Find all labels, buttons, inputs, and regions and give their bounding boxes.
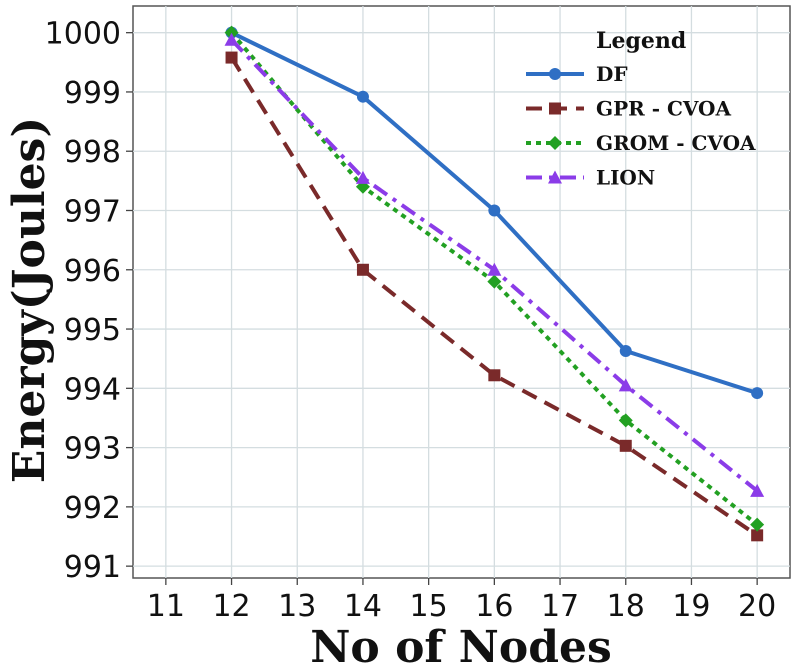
data-point-diamond (224, 25, 239, 40)
series-lion (224, 32, 765, 497)
data-point-circle (549, 68, 561, 80)
data-point-square (225, 51, 238, 64)
data-point-diamond (548, 136, 562, 150)
data-point-triangle (618, 378, 633, 392)
data-point-square (488, 369, 501, 382)
x-tick-label: 15 (410, 589, 448, 624)
data-point-circle (619, 344, 632, 357)
x-tick-label: 11 (147, 589, 185, 624)
x-tick-label: 14 (344, 589, 382, 624)
legend-label: GROM - CVOA (596, 131, 756, 155)
data-point-square (751, 529, 764, 542)
data-point-triangle (224, 32, 239, 46)
series-group (224, 25, 765, 542)
data-point-triangle (487, 262, 502, 276)
y-tick-label: 998 (64, 135, 121, 170)
legend-item: DF (526, 62, 628, 86)
legend: Legend DF GPR - CVOA GROM - CVOA LION (526, 28, 756, 190)
data-point-square (356, 263, 369, 276)
series-gpr-cvoa (225, 51, 764, 542)
x-tick-label: 17 (541, 589, 579, 624)
grid-lines (133, 6, 790, 578)
x-tick-label: 16 (475, 589, 513, 624)
y-tick-label: 991 (64, 550, 121, 585)
data-point-diamond (487, 274, 502, 289)
x-axis-title: No of Nodes (310, 622, 612, 668)
x-tick-label: 18 (607, 589, 645, 624)
legend-item: GROM - CVOA (526, 131, 756, 155)
x-tick-label: 19 (672, 589, 710, 624)
data-point-circle (356, 90, 369, 103)
data-point-triangle (355, 170, 370, 184)
x-tick-label: 13 (278, 589, 316, 624)
data-point-diamond (618, 413, 633, 428)
y-tick-label: 992 (64, 491, 121, 526)
data-point-square (549, 102, 561, 115)
data-point-diamond (750, 517, 765, 532)
data-point-circle (751, 387, 764, 400)
y-tick-label: 1000 (45, 17, 121, 52)
y-tick-label: 994 (64, 372, 121, 407)
y-axis-ticks: 991 992 993 994 995 996 997 998 999 1000 (45, 17, 133, 585)
legend-label: GPR - CVOA (596, 97, 731, 121)
legend-item: GPR - CVOA (526, 97, 731, 121)
y-axis-title: Energy(Joules) (4, 117, 55, 483)
x-tick-label: 12 (212, 589, 250, 624)
y-tick-label: 997 (64, 194, 121, 229)
data-point-square (619, 439, 632, 452)
legend-item: LION (526, 166, 655, 190)
legend-label: LION (596, 166, 655, 190)
data-point-circle (488, 204, 501, 217)
x-axis-ticks: 11 12 13 14 15 16 17 18 19 20 (147, 578, 776, 624)
y-tick-label: 996 (64, 254, 121, 289)
y-tick-label: 995 (64, 313, 121, 348)
legend-label: DF (596, 62, 628, 86)
data-point-triangle (548, 170, 562, 184)
y-tick-label: 999 (64, 76, 121, 111)
data-point-triangle (750, 483, 765, 497)
y-tick-label: 993 (64, 432, 121, 467)
legend-title: Legend (596, 28, 686, 54)
x-tick-label: 20 (738, 589, 776, 624)
